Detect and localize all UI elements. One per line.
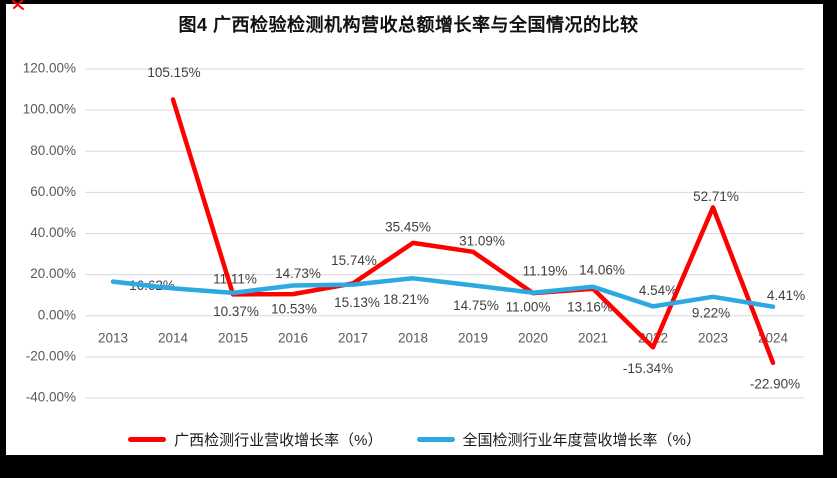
legend-label-national: 全国检测行业年度营收增长率（%） xyxy=(462,431,701,449)
legend-item-national[interactable]: 全国检测行业年度营收增长率（%） xyxy=(416,429,701,450)
national-series-swatch-icon xyxy=(416,436,455,442)
chart-title: 图4 广西检验检测机构营收总额增长率与全国情况的比较 xyxy=(178,15,639,35)
legend-label-guangxi: 广西检测行业营收增长率（%） xyxy=(174,431,383,449)
legend-item-guangxi[interactable]: 广西检测行业营收增长率（%） xyxy=(128,429,383,450)
guangxi-series-swatch-icon xyxy=(128,436,167,442)
chart-panel xyxy=(6,4,823,455)
legend: 广西检测行业营收增长率（%） 全国检测行业年度营收增长率（%） xyxy=(6,427,823,451)
